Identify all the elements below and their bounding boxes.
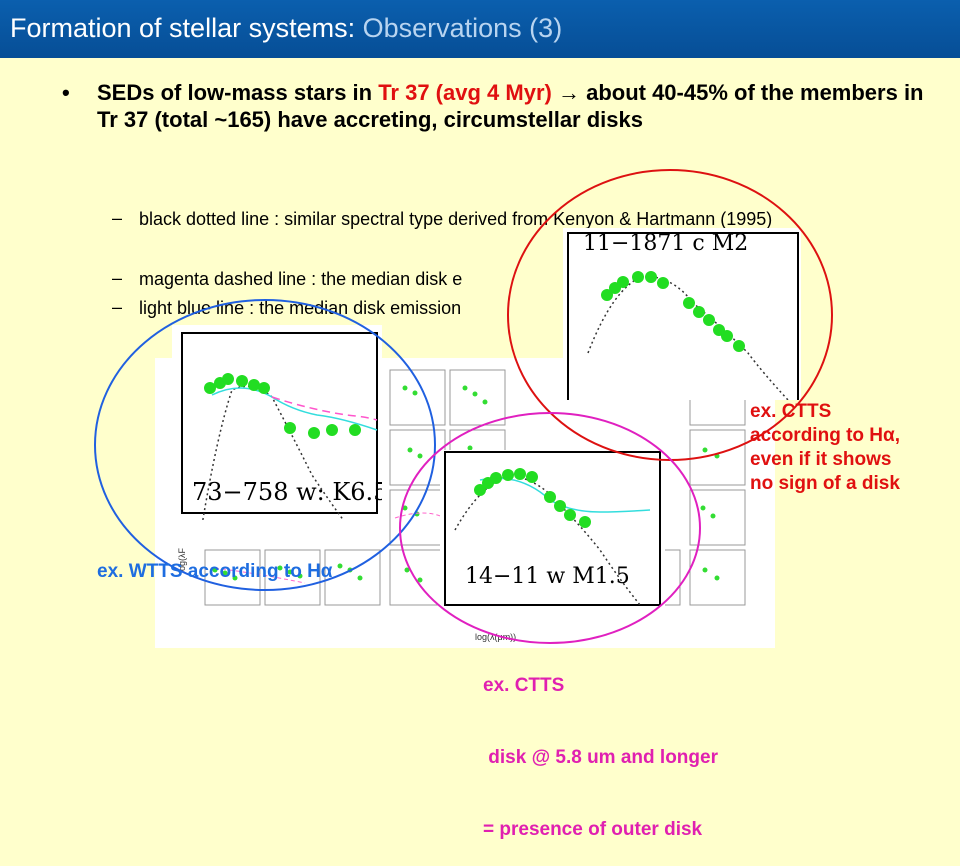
subitem-dash-3: – [112,297,123,317]
sed-panel-14-11-svg: 14−11 w M1.5 [444,451,661,606]
bullet-marker: • [62,80,70,105]
sed-panel-73-758: 73−758 w: K6.5 [172,325,382,520]
slide-title: Formation of stellar systems: Observatio… [10,13,562,44]
main-text-part1: SEDs of low-mass stars in [97,80,379,105]
ctts-red-line-2: according to Hα, [750,425,900,446]
wtts-annotation: ex. WTTS according to Hα [97,561,333,582]
ctts-red-line-4: no sign of a disk [750,473,900,494]
sed-panel-11-1871: 11−1871 c M2 [563,228,801,400]
panel-label-14-11: 14−11 w M1.5 [465,564,630,589]
ctts-magenta-annotation: ex. CTTS disk @ 5.8 um and longer = pres… [483,626,718,866]
tr37-highlight: Tr 37 (avg 4 Myr) [378,80,552,105]
slide-title-sub: Observations (3) [362,13,563,43]
panel-label-11-1871: 11−1871 c M2 [583,231,748,256]
arrow-icon: → [557,80,580,105]
subitem-dash-1: – [112,208,123,228]
ctts-magenta-line-1: ex. CTTS [483,675,565,696]
ctts-red-line-1: ex. CTTS [750,401,832,422]
subitem-text-2: magenta dashed line : the median disk e [139,269,463,289]
sed-panel-11-1871-svg: 11−1871 c M2 [567,231,799,400]
subitem-dash-2: – [112,268,123,288]
panel-label-73-758: 73−758 w: K6.5 [192,478,382,506]
sed-panel-14-11: 14−11 w M1.5 [440,450,665,610]
ctts-red-annotation: ex. CTTS according to Hα, even if it sho… [750,400,900,496]
ctts-magenta-line-2: disk @ 5.8 um and longer [483,747,718,768]
subitem-text-1: black dotted line : similar spectral typ… [139,209,773,229]
title-bar: Formation of stellar systems: Observatio… [0,0,960,58]
ctts-red-line-3: even if it shows [750,449,892,470]
main-bullet-text: SEDs of low-mass stars in Tr 37 (avg 4 M… [97,79,927,133]
ctts-magenta-line-3: = presence of outer disk [483,819,703,840]
sed-panel-73-758-svg: 73−758 w: K6.5 [181,332,382,520]
slide-title-main: Formation of stellar systems: [10,13,356,43]
main-text-part2: about 40-45% of the members in Tr 37 (to… [97,80,924,132]
